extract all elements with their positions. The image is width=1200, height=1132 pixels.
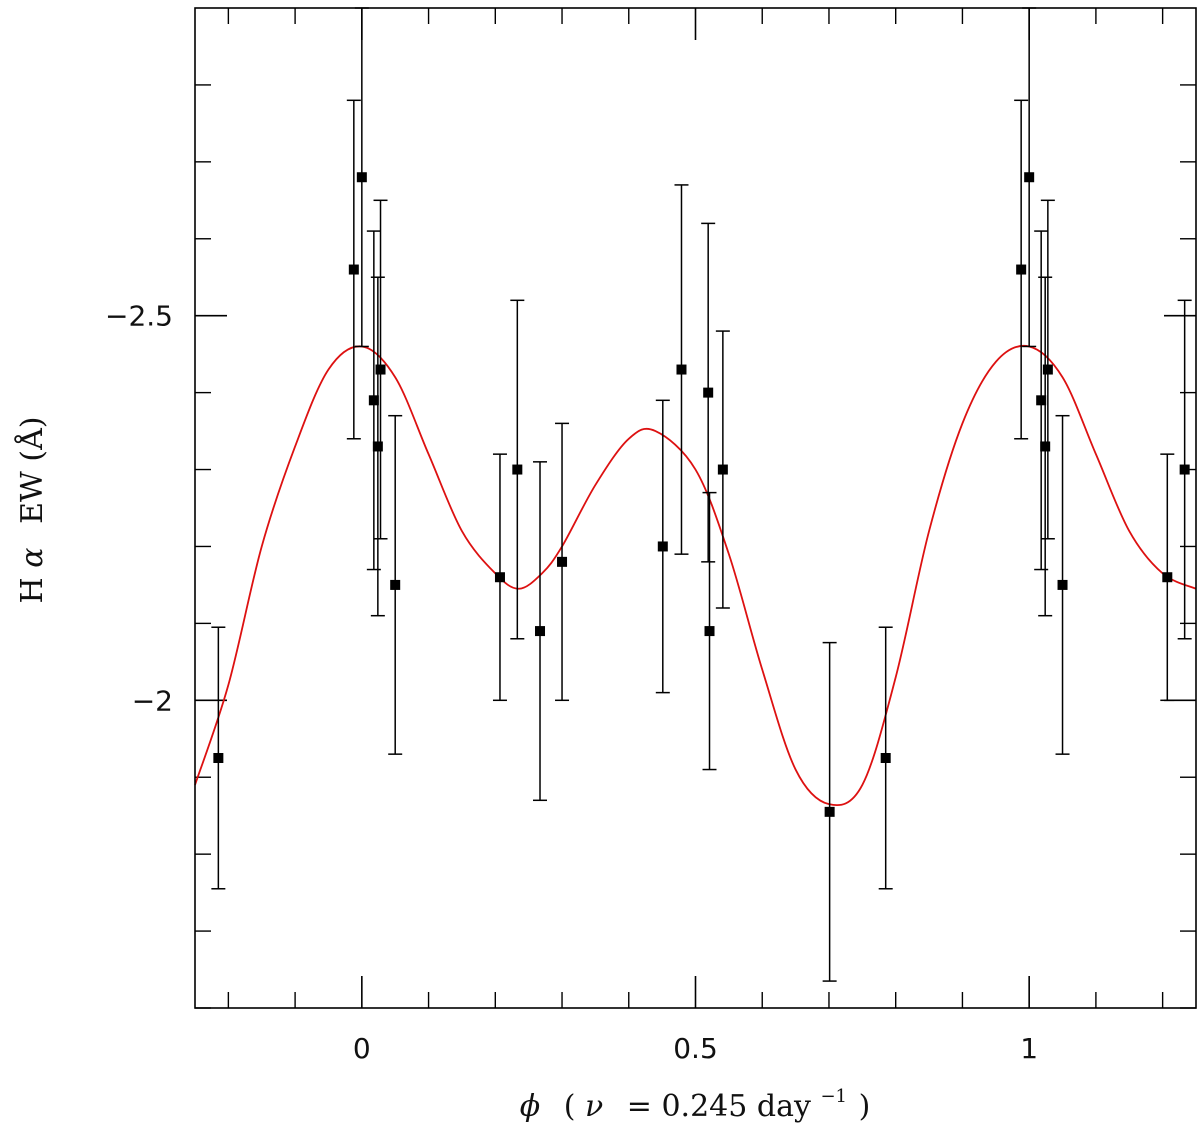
tick-labels: 0 0.5 1 −2.5 −2 xyxy=(105,300,1038,1065)
x-axis-close: ) xyxy=(859,1089,871,1124)
point-marker xyxy=(213,753,224,763)
data-point xyxy=(373,199,388,540)
x-axis-eq: = 0.245 day xyxy=(627,1089,811,1124)
data-point xyxy=(366,230,381,571)
point-marker xyxy=(535,626,546,637)
point-marker xyxy=(704,626,715,637)
point-marker xyxy=(512,464,523,475)
data-point xyxy=(1055,414,1070,755)
data-point xyxy=(822,641,837,982)
y-axis-h: H xyxy=(15,577,50,603)
data-point xyxy=(1014,99,1029,440)
point-marker xyxy=(375,364,386,375)
point-marker xyxy=(880,753,891,763)
point-marker xyxy=(368,395,379,406)
point-marker xyxy=(657,541,668,552)
point-marker xyxy=(1042,364,1053,375)
point-marker xyxy=(1024,172,1035,183)
data-point xyxy=(492,453,507,702)
fit-curve xyxy=(194,344,1197,807)
point-marker xyxy=(390,579,401,590)
point-marker xyxy=(1016,264,1027,275)
point-marker xyxy=(494,572,505,583)
data-point xyxy=(370,276,385,617)
data-point xyxy=(702,491,717,771)
data-point xyxy=(1034,230,1049,571)
point-marker xyxy=(824,806,835,817)
point-marker xyxy=(1162,572,1173,583)
data-point xyxy=(354,7,369,348)
point-marker xyxy=(1057,579,1068,590)
point-marker xyxy=(1040,441,1051,452)
data-point xyxy=(1160,453,1175,702)
data-point xyxy=(211,626,226,890)
data-point xyxy=(510,299,525,640)
data-point xyxy=(878,626,893,890)
minor-ticks xyxy=(195,8,1196,1009)
x-axis-phi: ϕ xyxy=(520,1089,540,1124)
data-point xyxy=(1022,7,1037,348)
data-point xyxy=(701,222,716,563)
y-axis-rest: EW (Å) xyxy=(14,417,50,524)
y-axis-alpha: α xyxy=(15,547,50,567)
fit-curve-layer xyxy=(194,344,1197,807)
data-point xyxy=(533,461,548,802)
point-marker xyxy=(356,172,367,183)
point-marker xyxy=(1036,395,1047,406)
point-marker xyxy=(676,364,687,375)
data-point xyxy=(1038,276,1053,617)
data-point xyxy=(1177,299,1192,640)
point-marker xyxy=(1179,464,1190,475)
data-point xyxy=(1040,199,1055,540)
y-axis-title: H α EW (Å) xyxy=(14,417,50,604)
data-point xyxy=(715,330,730,609)
data-point xyxy=(674,184,689,555)
y-tick-label: −2 xyxy=(132,684,173,717)
point-marker xyxy=(372,441,383,452)
data-point xyxy=(346,99,361,440)
data-point xyxy=(555,422,570,702)
y-tick-label: −2.5 xyxy=(105,300,173,333)
x-axis-open: ( xyxy=(564,1089,576,1124)
x-axis-exp: −1 xyxy=(820,1086,847,1107)
point-marker xyxy=(557,556,568,567)
x-tick-label: 0.5 xyxy=(673,1032,718,1065)
x-tick-label: 0 xyxy=(353,1032,371,1065)
point-marker xyxy=(348,264,359,275)
point-marker xyxy=(703,387,714,398)
point-marker xyxy=(717,464,728,475)
x-axis-title: ϕ ( ν = 0.245 day −1 ) xyxy=(520,1075,871,1124)
data-point xyxy=(655,399,670,694)
x-axis-nu: ν xyxy=(585,1089,603,1124)
data-point xyxy=(388,414,403,755)
x-tick-label: 1 xyxy=(1020,1032,1038,1065)
plot-frame xyxy=(194,7,1197,1009)
data-points-layer xyxy=(211,7,1192,982)
